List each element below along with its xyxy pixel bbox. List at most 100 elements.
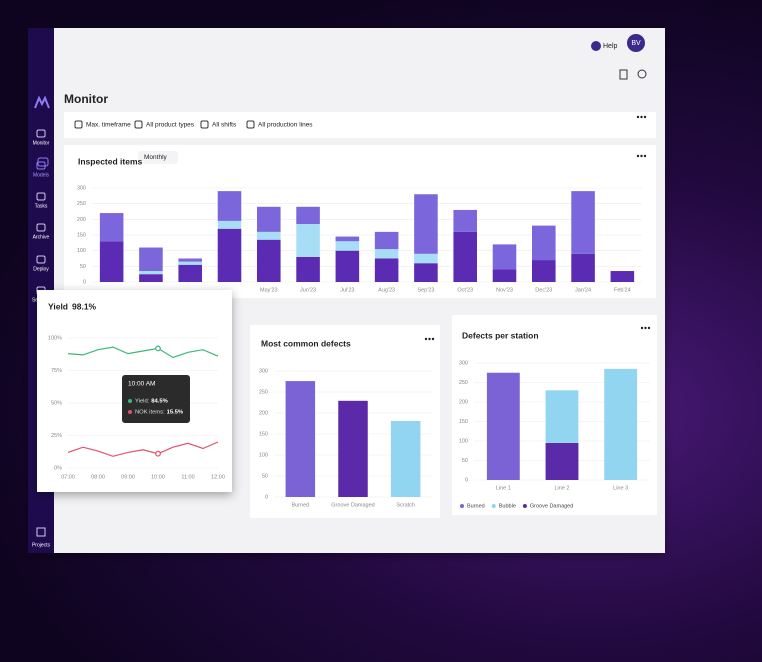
- y-tick-label: 200: [259, 410, 268, 416]
- x-tick-label: Groove Damaged: [331, 502, 374, 508]
- y-tick-label: 250: [259, 389, 268, 395]
- bar-segment: [257, 206, 281, 232]
- nav-item[interactable]: Archive: [33, 234, 50, 240]
- menu-dot: [424, 337, 428, 341]
- bar-segment: [414, 194, 438, 254]
- y-tick-label: 0: [83, 279, 86, 285]
- menu-dot: [428, 337, 431, 341]
- bar-segment: [532, 225, 556, 261]
- y-tick-label: 300: [259, 368, 268, 374]
- filter[interactable]: All production lines: [258, 122, 313, 129]
- bar-segment: [335, 241, 360, 251]
- nav-icon: [36, 129, 46, 138]
- nav-icon: [36, 161, 46, 170]
- y-tick-label: 100: [77, 248, 86, 254]
- x-tick-label: Sep'23: [417, 287, 434, 293]
- filter[interactable]: All product types: [146, 122, 195, 129]
- x-tick-label: Line 3: [613, 485, 628, 491]
- bar-segment: [453, 209, 477, 232]
- bar-segment: [374, 231, 399, 250]
- highlight-point: [155, 450, 161, 457]
- x-tick-label: 10:00: [151, 474, 165, 480]
- highlight-point: [155, 345, 161, 352]
- legend-label: Burned: [467, 503, 485, 509]
- menu-dot: [636, 154, 640, 158]
- bar-segment: [99, 241, 124, 282]
- x-tick-label: Scratch: [396, 502, 415, 508]
- bar-segment: [178, 264, 202, 282]
- menu-dot: [431, 337, 435, 341]
- y-tick-label: 200: [77, 217, 86, 223]
- x-tick-label: 07:00: [61, 474, 75, 480]
- x-tick-label: Jul'23: [340, 287, 354, 293]
- filter-icon: [200, 120, 209, 129]
- x-tick-label: Burned: [291, 502, 309, 508]
- legend-swatch: [491, 504, 496, 508]
- bar-segment: [492, 244, 517, 270]
- x-tick-label: Oct'23: [457, 287, 473, 293]
- x-tick-label: Line 1: [496, 485, 511, 491]
- bar-segment: [414, 253, 438, 264]
- bar-segment: [139, 274, 163, 282]
- x-tick-label: 08:00: [91, 474, 105, 480]
- y-tick-label: 75%: [51, 368, 62, 374]
- refresh-icon[interactable]: [637, 69, 647, 79]
- help-icon[interactable]: [591, 41, 601, 51]
- menu-dot: [643, 154, 647, 158]
- filter[interactable]: Max. timeframe: [86, 122, 131, 129]
- bar-segment: [217, 220, 242, 229]
- filter-icon: [134, 120, 143, 129]
- y-tick-label: 0%: [54, 465, 62, 471]
- y-tick-label: 150: [77, 232, 86, 238]
- bar: [338, 400, 368, 497]
- nav-icon: [36, 527, 46, 537]
- x-tick-label: Aug'23: [378, 287, 395, 293]
- bar-segment: [571, 191, 595, 254]
- x-tick-label: May'23: [260, 287, 278, 293]
- nav-item[interactable]: Tasks: [35, 203, 48, 209]
- legend-swatch: [460, 504, 464, 508]
- tooltip-title: 10:00 AM: [128, 381, 155, 388]
- x-tick-label: Jun'23: [300, 287, 316, 293]
- bar-segment: [453, 231, 477, 282]
- filter-bar: [64, 112, 656, 138]
- legend-label: Groove Damaged: [530, 503, 573, 509]
- menu-dot: [644, 326, 647, 330]
- chart-title: Inspected items: [78, 156, 143, 166]
- nav-item[interactable]: Monitor: [33, 140, 50, 146]
- chart-subtitle: 98.1%: [72, 301, 97, 311]
- menu-dot: [636, 115, 640, 119]
- avatar[interactable]: [627, 34, 645, 52]
- nav-item[interactable]: Projects: [32, 542, 51, 548]
- user[interactable]: BV: [631, 40, 641, 47]
- export-icon[interactable]: [619, 69, 628, 80]
- bar-segment: [178, 258, 202, 262]
- y-tick-label: 300: [77, 185, 86, 191]
- nav-item[interactable]: Models: [33, 172, 50, 178]
- help[interactable]: Help: [603, 43, 618, 50]
- x-tick-label: Dec'23: [535, 287, 552, 293]
- x-tick-label: Jan'24: [575, 287, 591, 293]
- x-tick-label: 09:00: [121, 474, 135, 480]
- bar-segment: [374, 249, 399, 259]
- bar-segment: [571, 253, 595, 282]
- bar-segment: [257, 239, 281, 282]
- bar-segment: [374, 258, 399, 282]
- period-dropdown[interactable]: [138, 151, 178, 164]
- bar-segment: [610, 271, 635, 282]
- tooltip-label: NOK items:: [135, 410, 165, 416]
- y-tick-label: 25%: [51, 433, 62, 439]
- bar-segment: [532, 260, 556, 282]
- y-tick-label: 200: [459, 399, 468, 405]
- y-tick-label: 50%: [51, 400, 62, 406]
- bar-segment: [139, 247, 163, 272]
- nav-item[interactable]: Deploy: [33, 266, 49, 272]
- bar-segment: [296, 256, 320, 282]
- menu-dot: [647, 326, 651, 330]
- bar-segment: [414, 263, 438, 282]
- period[interactable]: Monthly: [144, 154, 168, 161]
- filter[interactable]: All shifts: [212, 122, 237, 129]
- page-title: Monitor: [64, 92, 108, 106]
- tooltip: [122, 375, 190, 423]
